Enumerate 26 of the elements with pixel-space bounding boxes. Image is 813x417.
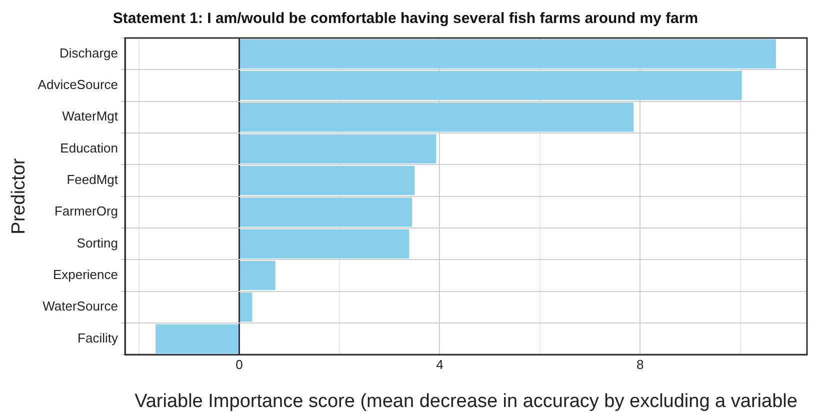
y-tick-label: WaterMgt xyxy=(62,108,118,124)
x-tick-label: 0 xyxy=(236,356,243,372)
bar xyxy=(240,70,742,100)
bar xyxy=(240,39,776,68)
y-tick-label: Experience xyxy=(52,267,118,282)
bar xyxy=(240,166,415,196)
bar xyxy=(240,292,252,322)
x-tick-label: 4 xyxy=(436,356,444,372)
chart-title: Statement 1: I am/would be comfortable having several fish farms around my farm xyxy=(112,10,698,28)
y-axis-title: Predictor xyxy=(8,158,30,234)
y-tick-label: FarmerOrg xyxy=(54,204,118,219)
bar xyxy=(240,229,410,258)
y-tick-label: Discharge xyxy=(59,45,118,60)
bar xyxy=(156,324,239,354)
bar xyxy=(240,102,634,132)
x-tick-label: 8 xyxy=(636,356,644,372)
y-tick-label: Education xyxy=(60,140,118,156)
y-tick-label: WaterSource xyxy=(42,298,118,314)
y-tick-label: FeedMgt xyxy=(66,172,118,188)
bar xyxy=(240,260,276,290)
bar xyxy=(240,198,412,227)
y-tick-label: Sorting xyxy=(76,235,118,250)
x-axis-title: Variable Importance score (mean decrease in accuracy by excluding a variable xyxy=(134,390,798,412)
y-tick-label: Facility xyxy=(78,330,119,346)
bar xyxy=(240,134,436,164)
y-tick-label: AdviceSource xyxy=(38,77,118,92)
